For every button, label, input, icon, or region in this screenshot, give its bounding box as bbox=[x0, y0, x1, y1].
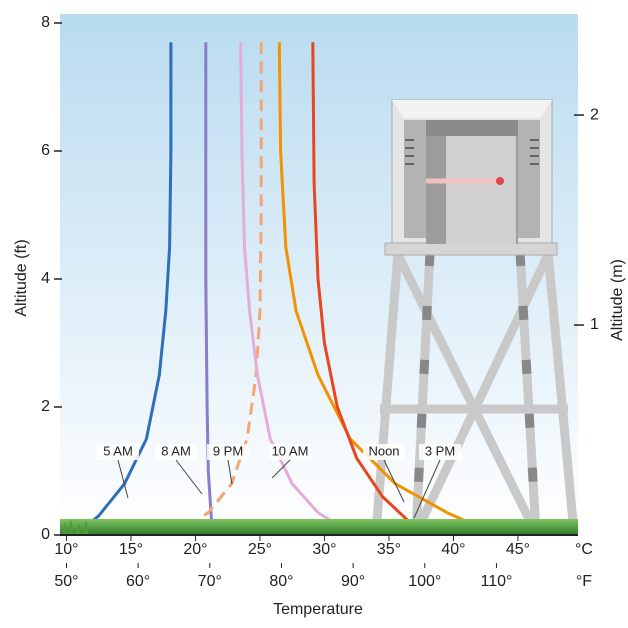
x2-tick-label: 90° bbox=[341, 573, 365, 590]
series-label: Noon bbox=[368, 443, 399, 458]
x-tick-label: 20° bbox=[183, 541, 207, 558]
x-tick-label: 35° bbox=[377, 541, 401, 558]
temperature-curve bbox=[239, 42, 350, 534]
label-bg bbox=[419, 444, 461, 460]
label-bg bbox=[363, 444, 405, 460]
x-tick-label: 45° bbox=[506, 541, 530, 558]
label-leader bbox=[227, 459, 233, 485]
y-tick-label: 8 bbox=[41, 14, 50, 31]
x-tick-label: 10° bbox=[54, 541, 78, 558]
x-unit: °C bbox=[575, 541, 593, 558]
y2-tick-label: 2 bbox=[590, 106, 599, 123]
y-tick-label: 0 bbox=[41, 526, 50, 543]
x-tick-label: 25° bbox=[248, 541, 272, 558]
x2-tick-label: 110° bbox=[480, 573, 512, 590]
label-bg bbox=[207, 444, 249, 460]
grass bbox=[60, 519, 578, 535]
y-tick-label: 6 bbox=[41, 142, 50, 159]
series-label: 5 AM bbox=[103, 443, 133, 458]
temperature-curve bbox=[311, 42, 421, 533]
weather-shelter bbox=[371, 99, 579, 536]
temperature-curve bbox=[204, 42, 214, 532]
temperature-curve bbox=[78, 42, 173, 533]
series-label: 8 AM bbox=[161, 443, 191, 458]
label-leader bbox=[383, 459, 405, 503]
y-axis-title: Altitude (ft) bbox=[13, 239, 30, 316]
series-label: 9 PM bbox=[213, 443, 243, 458]
x2-tick-label: 50° bbox=[54, 573, 78, 590]
temperature-curve bbox=[277, 42, 491, 534]
x-tick-label: 15° bbox=[119, 541, 143, 558]
label-bg bbox=[269, 444, 311, 460]
x-axis-title: Temperature bbox=[273, 601, 363, 618]
label-bg bbox=[97, 444, 139, 460]
label-leader bbox=[117, 459, 129, 499]
y-tick-label: 2 bbox=[41, 398, 50, 415]
grass-blades bbox=[62, 519, 89, 535]
x2-tick-label: 70° bbox=[198, 573, 222, 590]
label-leader bbox=[413, 459, 441, 519]
x2-tick-label: 80° bbox=[269, 573, 293, 590]
series-label: 3 PM bbox=[425, 443, 455, 458]
label-bg bbox=[155, 444, 197, 460]
temperature-curve bbox=[179, 42, 263, 534]
x2-unit: °F bbox=[576, 573, 592, 590]
y-tick-label: 4 bbox=[41, 270, 50, 287]
label-leader bbox=[271, 459, 291, 479]
label-leader bbox=[175, 459, 203, 495]
x2-tick-label: 60° bbox=[126, 573, 150, 590]
x-tick-label: 40° bbox=[441, 541, 465, 558]
x-tick-label: 30° bbox=[312, 541, 336, 558]
y2-axis-title: Altitude (m) bbox=[609, 259, 626, 341]
x2-tick-label: 100° bbox=[408, 573, 441, 590]
series-label: 10 AM bbox=[272, 443, 309, 458]
y2-tick-label: 1 bbox=[590, 316, 599, 333]
